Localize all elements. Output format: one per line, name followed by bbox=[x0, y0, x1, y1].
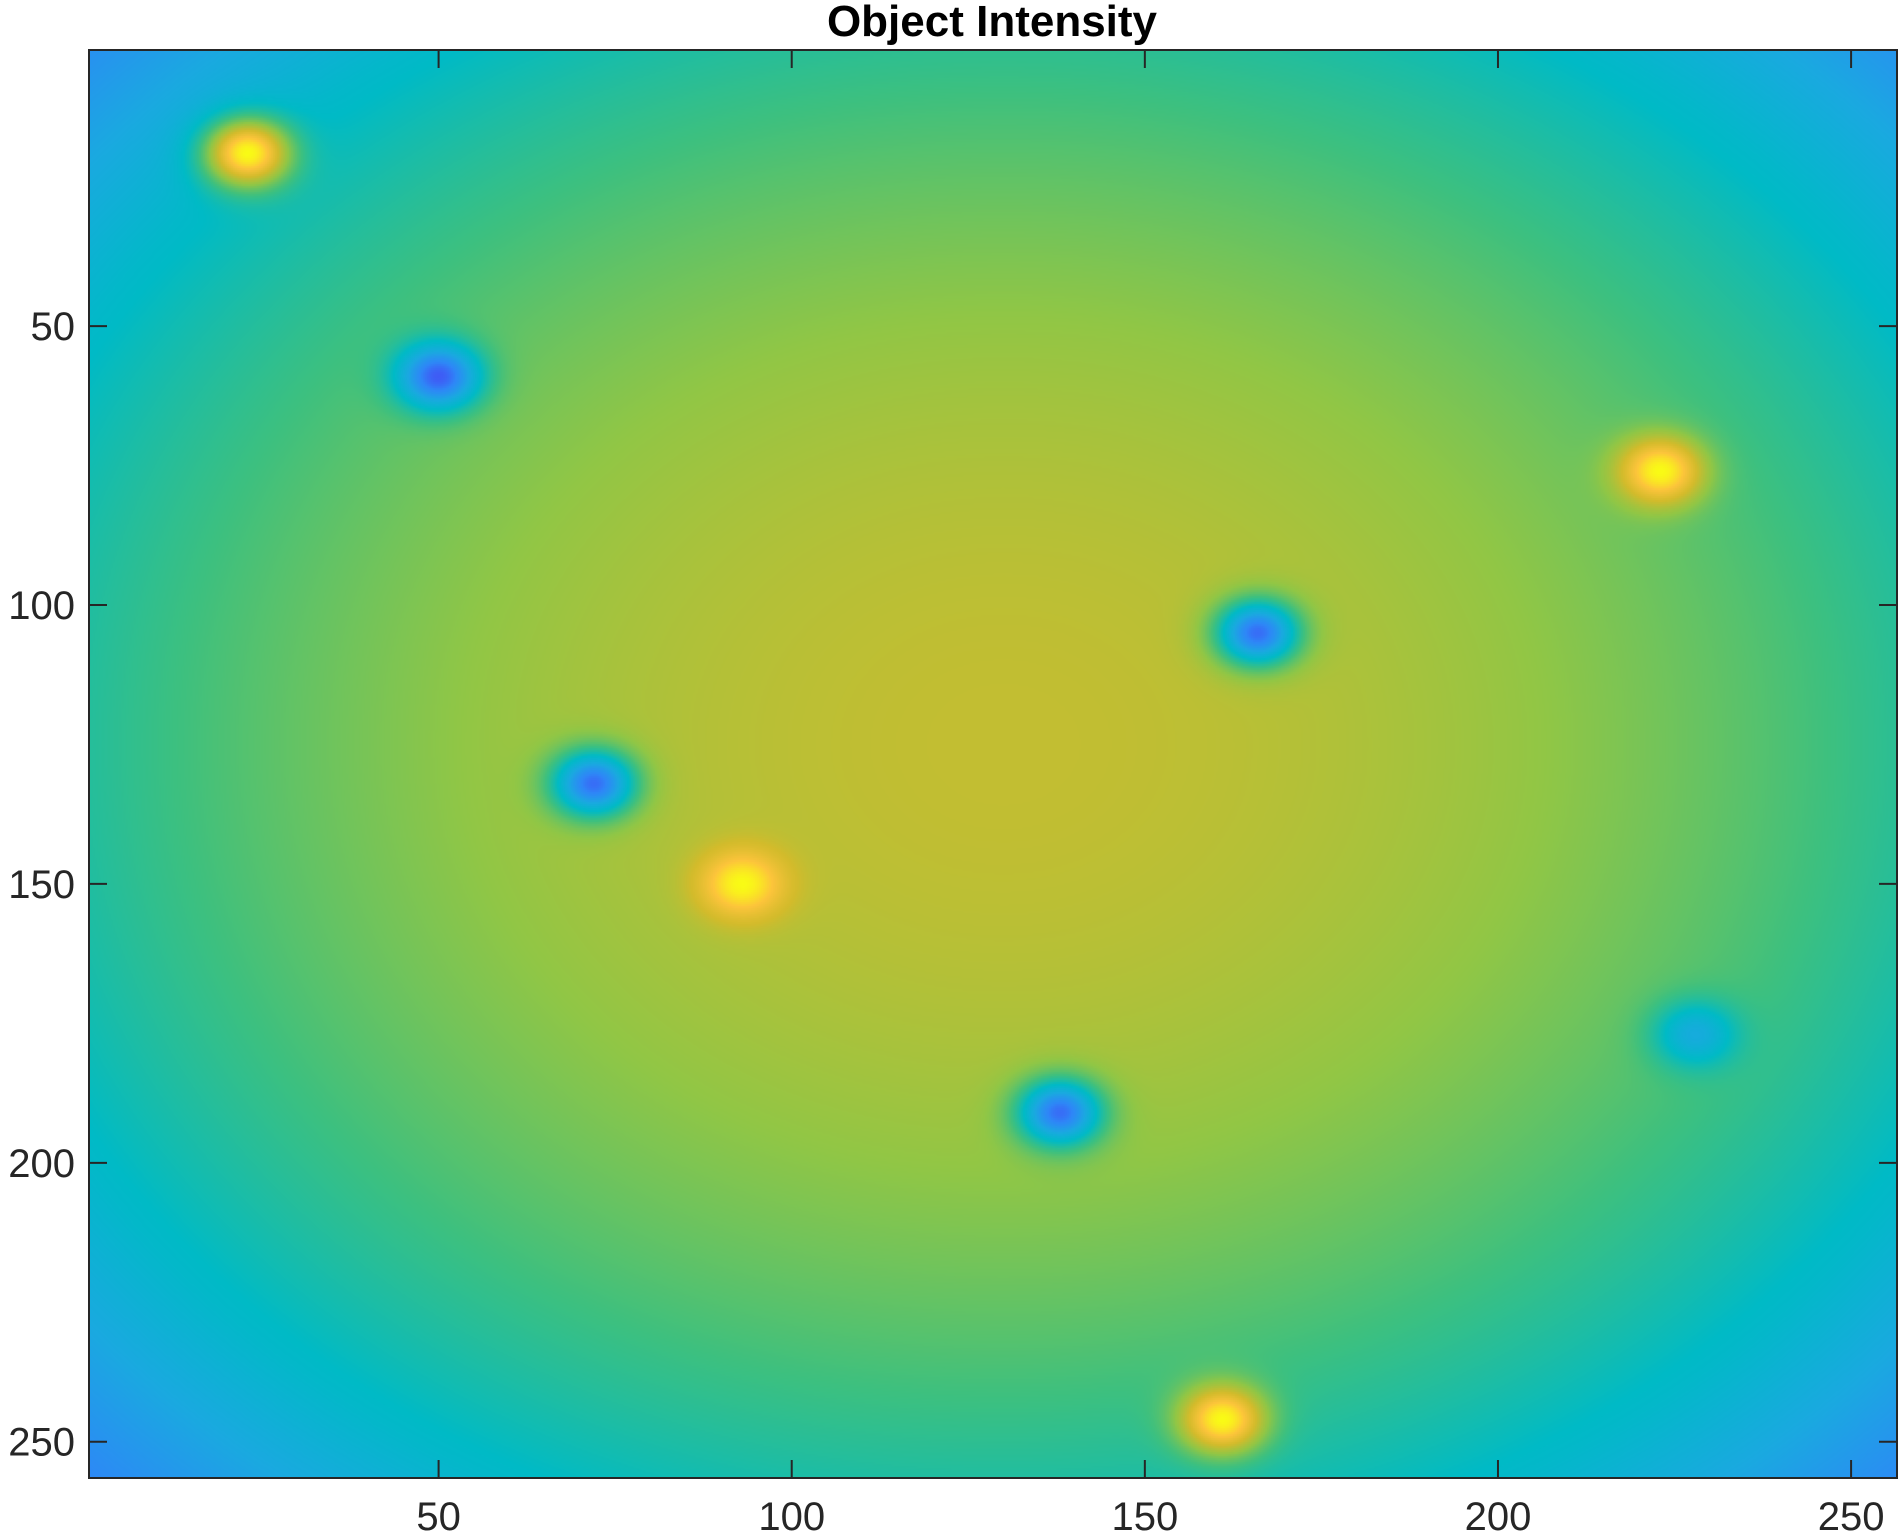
y-tick-label: 100 bbox=[8, 584, 75, 628]
y-tick-label: 150 bbox=[8, 863, 75, 907]
y-tick-label: 200 bbox=[8, 1142, 75, 1186]
x-tick-label: 100 bbox=[758, 1495, 825, 1536]
heatmap-image bbox=[89, 50, 1897, 1478]
y-tick-label: 250 bbox=[8, 1421, 75, 1465]
heatmap-image-container bbox=[89, 50, 1897, 1478]
x-tick-label: 150 bbox=[1111, 1495, 1178, 1536]
x-tick-label: 50 bbox=[416, 1495, 461, 1536]
x-tick-label: 200 bbox=[1465, 1495, 1532, 1536]
chart-title: Object Intensity bbox=[827, 0, 1158, 46]
axis-ticks: 50 100 150 200 250 50 100 150 200 250 bbox=[8, 50, 1897, 1536]
y-tick-label: 50 bbox=[31, 305, 76, 349]
x-tick-label: 250 bbox=[1818, 1495, 1885, 1536]
plot-frame bbox=[88, 49, 1898, 1479]
